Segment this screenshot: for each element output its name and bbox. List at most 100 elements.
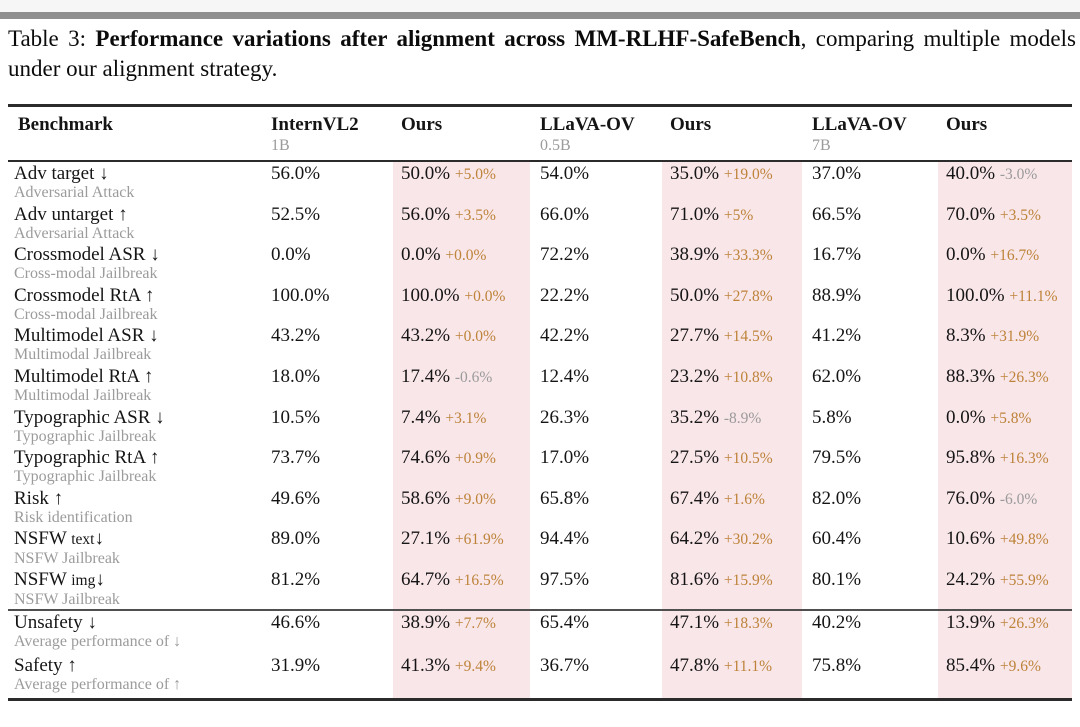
metric-value: 66.5%: [812, 203, 862, 225]
metric-value: 88.3%: [946, 365, 996, 387]
metric-value: 54.0%: [540, 163, 590, 184]
baseline-value-cell: 97.5%: [530, 568, 662, 609]
metric-value: 37.0%: [812, 163, 862, 184]
down-arrow-icon: ↓: [87, 611, 97, 633]
baseline-value-cell: 18.0%: [261, 365, 393, 406]
delta-value: +10.8%: [723, 368, 773, 386]
benchmark-name: Adv untarget ↑: [14, 203, 128, 225]
metric-value: 47.1%: [670, 611, 720, 633]
delta-value: +0.0%: [464, 287, 506, 305]
baseline-value-cell: 82.0%: [802, 487, 938, 528]
baseline-value-cell: 52.5%: [261, 203, 393, 244]
top-strip: [0, 0, 1080, 12]
metric-value: 22.2%: [540, 284, 590, 306]
benchmark-cell: NSFW img↓ NSFW Jailbreak: [8, 568, 261, 609]
ours-value-cell: 27.7% +14.5%: [662, 324, 802, 365]
benchmark-cell: Adv target ↓ Adversarial Attack: [8, 162, 261, 203]
delta-value: +9.4%: [454, 658, 496, 676]
up-arrow-icon: ↑: [149, 447, 160, 469]
metric-value: 65.8%: [540, 487, 590, 509]
ours-value-cell: 56.0% +3.5%: [393, 202, 530, 244]
benchmark-name: NSFW text↓: [14, 528, 104, 550]
table-row: Crossmodel ASR ↓ Cross-modal Jailbreak 0.0…: [8, 243, 1072, 284]
header-benchmark: Benchmark: [18, 114, 113, 135]
ours-value-cell: 64.2% +30.2%: [662, 527, 802, 568]
ours-value-cell: 17.4% -0.6%: [393, 364, 530, 406]
ours-value-cell: 38.9% +7.7%: [393, 610, 530, 655]
ours-value-cell: 50.0% +27.8%: [662, 283, 802, 325]
header-ours-1: Ours: [401, 114, 443, 135]
delta-value: +5.0%: [454, 166, 496, 183]
header-internvl2: InternVL2 1B: [271, 114, 359, 154]
metric-value: 66.0%: [540, 203, 590, 225]
benchmark-sublabel: Multimodal Jailbreak: [14, 346, 152, 364]
metric-value: 72.2%: [540, 244, 590, 266]
benchmark-name: Crossmodel ASR ↓: [14, 244, 160, 266]
metric-value: 27.1%: [401, 528, 451, 550]
baseline-value-cell: 36.7%: [530, 654, 662, 698]
ours-value-cell: 81.6% +15.9%: [662, 567, 802, 609]
delta-value: +3.5%: [999, 206, 1041, 224]
metric-value: 81.2%: [271, 568, 321, 590]
up-arrow-icon: ↑: [67, 655, 77, 677]
ours-value-cell: 50.0% +5.0%: [393, 162, 530, 203]
metric-value: 36.7%: [540, 655, 590, 677]
delta-value: +0.9%: [454, 450, 496, 468]
metric-value: 100.0%: [271, 284, 330, 306]
ours-value-cell: 38.9% +33.3%: [662, 243, 802, 284]
metric-value: 67.4%: [670, 487, 720, 509]
metric-value: 42.2%: [540, 325, 590, 347]
benchmark-cell: Typographic RtA ↑ Typographic Jailbreak: [8, 446, 261, 487]
ours-value-cell: 24.2% +55.9%: [938, 567, 1072, 609]
baseline-value-cell: 56.0%: [261, 162, 393, 203]
metric-value: 40.2%: [812, 611, 862, 633]
baseline-value-cell: 10.5%: [261, 406, 393, 447]
ours-value-cell: 35.0% +19.0%: [662, 162, 802, 203]
baseline-value-cell: 73.7%: [261, 446, 393, 487]
metric-value: 76.0%: [946, 487, 996, 509]
up-arrow-icon: ↑: [144, 284, 155, 306]
ours-value-cell: 27.5% +10.5%: [662, 446, 802, 487]
benchmark-name: NSFW img↓: [14, 568, 105, 590]
delta-value: +11.1%: [723, 658, 773, 676]
metric-value: 97.5%: [540, 568, 590, 590]
delta-value: +33.3%: [723, 247, 773, 265]
table-row: NSFW img↓ NSFW Jailbreak 81.2% 64.7% +16.5%…: [8, 567, 1072, 609]
baseline-value-cell: 31.9%: [261, 654, 393, 698]
metric-value: 41.3%: [401, 655, 451, 677]
header-llava-ov-05b: LLaVA-OV 0.5B: [540, 114, 635, 154]
baseline-value-cell: 72.2%: [530, 243, 662, 284]
baseline-value-cell: 94.4%: [530, 527, 662, 568]
metric-value: 0.0%: [401, 244, 441, 266]
benchmark-name: Typographic RtA ↑: [14, 447, 160, 469]
metric-value: 79.5%: [812, 447, 862, 469]
table-row: Crossmodel RtA ↑ Cross-modal Jailbreak 100…: [8, 283, 1072, 325]
baseline-value-cell: 43.2%: [261, 324, 393, 365]
metric-value: 13.9%: [946, 611, 996, 633]
delta-value: +14.5%: [723, 328, 773, 346]
up-arrow-icon: ↑: [53, 487, 64, 509]
delta-value: +61.9%: [454, 531, 504, 549]
delta-value: +5%: [723, 206, 754, 224]
metric-value: 60.4%: [812, 528, 862, 550]
metric-value: 46.6%: [271, 611, 321, 633]
benchmark-cell: Risk ↑ Risk identification: [8, 487, 261, 528]
baseline-value-cell: 60.4%: [802, 527, 938, 568]
metric-value: 73.7%: [271, 447, 321, 469]
table-row: Adv untarget ↑ Adversarial Attack 52.5% 56.…: [8, 202, 1072, 244]
ours-value-cell: 88.3% +26.3%: [938, 364, 1072, 406]
baseline-value-cell: 42.2%: [530, 324, 662, 365]
ours-value-cell: 41.3% +9.4%: [393, 654, 530, 698]
metric-value: 82.0%: [812, 487, 862, 509]
metric-value: 27.7%: [670, 325, 720, 347]
metric-value: 47.8%: [670, 655, 720, 677]
baseline-value-cell: 26.3%: [530, 406, 662, 447]
baseline-value-cell: 66.0%: [530, 203, 662, 244]
baseline-value-cell: 17.0%: [530, 446, 662, 487]
benchmark-cell: Multimodel RtA ↑ Multimodal Jailbreak: [8, 365, 261, 406]
header-ours-3: Ours: [946, 114, 988, 135]
delta-value: +15.9%: [723, 571, 773, 589]
table-row: Typographic ASR ↓ Typographic Jailbreak 10…: [8, 405, 1072, 447]
ours-value-cell: 70.0% +3.5%: [938, 202, 1072, 244]
baseline-value-cell: 49.6%: [261, 487, 393, 528]
